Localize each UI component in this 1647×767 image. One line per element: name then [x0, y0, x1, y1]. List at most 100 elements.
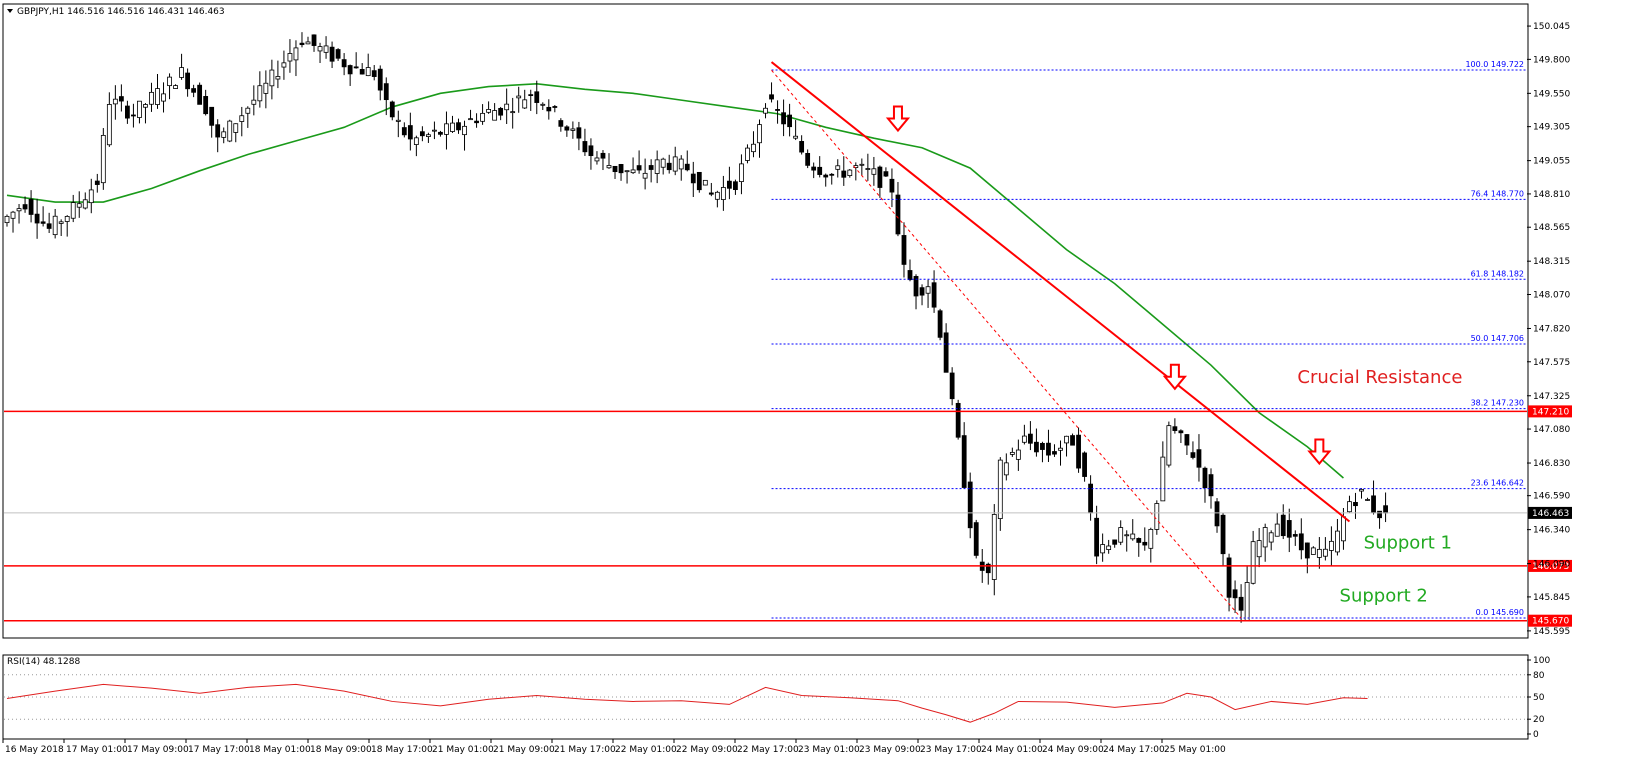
candle-bull: [660, 158, 666, 168]
candle-bear: [943, 332, 949, 373]
candle-bull: [624, 170, 630, 173]
candle-bull: [462, 125, 467, 136]
candle-bull: [1250, 541, 1256, 584]
level-price-badge: [1528, 405, 1572, 418]
candle-bull: [1359, 488, 1364, 492]
candle-bear: [377, 68, 383, 91]
price-tick-label: 149.055: [1533, 157, 1570, 167]
candle-bull: [58, 221, 64, 224]
candle-bull: [510, 111, 516, 114]
price-tick-label: 148.565: [1533, 223, 1570, 233]
candle-bull: [1316, 548, 1322, 558]
candle-bear: [474, 120, 479, 124]
candle-bear: [1377, 510, 1382, 519]
price-tick-label: 146.090: [1533, 560, 1570, 570]
candle-bull: [745, 147, 750, 161]
candle-bull: [275, 76, 281, 80]
candle-bear: [1371, 495, 1376, 513]
candle-bear: [546, 106, 552, 112]
candle-bull: [305, 41, 311, 45]
candle-bull: [323, 45, 329, 53]
candle-bull: [1262, 527, 1268, 548]
candle-bear: [588, 145, 594, 157]
candle-bear: [191, 88, 197, 93]
candle-bear: [805, 152, 811, 166]
candle-bear: [1292, 534, 1298, 537]
candle-bear: [28, 198, 34, 215]
candle-bull: [221, 131, 227, 138]
candle-bear: [407, 125, 413, 140]
price-tick-label: 150.045: [1533, 22, 1570, 32]
candle-bull: [480, 112, 485, 122]
candle-bear: [401, 127, 407, 136]
candle-bear: [118, 96, 124, 102]
price-tick-label: 148.810: [1533, 190, 1570, 200]
candle-bear: [564, 126, 570, 131]
candle-bear: [534, 91, 540, 103]
level-price-label: 146.073: [1532, 562, 1569, 572]
candle-bull: [64, 216, 70, 222]
candle-bull: [106, 104, 112, 146]
price-tick-label: 148.070: [1533, 290, 1570, 300]
time-tick-label: 18 May 09:00: [310, 745, 372, 755]
candle-bull: [293, 47, 299, 61]
candle-bear: [383, 83, 389, 101]
candle-bull: [997, 459, 1003, 519]
candle-bull: [1335, 530, 1340, 553]
price-tick-label: 146.590: [1533, 492, 1570, 502]
candle-bear: [582, 141, 588, 153]
fib-level-label: 100.0 149.722: [1465, 60, 1524, 69]
candle-bull: [1347, 501, 1352, 513]
symbol-info: GBPJPY,H1 146.516 146.516 146.431 146.46…: [17, 7, 225, 17]
candle-bull: [1064, 435, 1069, 444]
candle-bull: [1106, 545, 1112, 550]
candle-bull: [739, 163, 744, 183]
rsi-tick-label: 50: [1533, 693, 1545, 703]
symbol-dropdown-icon[interactable]: [7, 9, 13, 13]
time-tick-label: 16 May 2018: [5, 745, 64, 755]
candle-bear: [335, 49, 341, 59]
rsi-tick-label: 0: [1533, 730, 1539, 740]
time-tick-label: 22 May 01:00: [615, 745, 677, 755]
candle-bull: [245, 107, 251, 114]
candle-bull: [395, 119, 401, 122]
candle-bear: [733, 181, 738, 191]
fib-level-label: 38.2 147.230: [1471, 399, 1524, 408]
candle-bear: [1280, 514, 1286, 537]
candle-bull: [1154, 503, 1160, 530]
moving-average-line: [6, 83, 1344, 479]
current-price-label: 146.463: [1532, 509, 1569, 519]
candle-bear: [883, 171, 889, 177]
candle-bear: [600, 152, 606, 159]
candle-bear: [636, 165, 642, 171]
candle-bear: [696, 171, 702, 191]
candle-bear: [708, 192, 714, 195]
price-tick-label: 149.550: [1533, 89, 1570, 99]
price-tick-label: 146.340: [1533, 526, 1570, 536]
rsi-line: [6, 683, 1368, 723]
candle-bull: [516, 95, 522, 99]
time-tick-label: 22 May 09:00: [676, 745, 738, 755]
candle-bear: [498, 107, 504, 116]
rsi-title: RSI(14) 48.1288: [7, 657, 80, 667]
candle-bear: [389, 101, 395, 118]
candle-bull: [4, 215, 10, 224]
candle-bull: [865, 168, 871, 170]
candle-bear: [419, 131, 425, 137]
price-tick-label: 145.595: [1533, 627, 1570, 637]
candle-bear: [823, 174, 829, 178]
candle-bull: [757, 124, 762, 144]
candle-bull: [161, 93, 166, 102]
candle-bear: [46, 223, 52, 229]
candle-bull: [678, 158, 684, 170]
candle-bear: [690, 173, 696, 184]
candle-bull: [88, 189, 94, 204]
candle-bear: [961, 435, 967, 488]
candle-bull: [1009, 451, 1015, 455]
rsi-tick-label: 20: [1533, 715, 1545, 725]
candle-bull: [167, 76, 172, 87]
candle-bull: [227, 120, 233, 142]
candle-bull: [143, 104, 148, 108]
candle-bull: [269, 69, 275, 87]
candle-bull: [173, 85, 178, 89]
